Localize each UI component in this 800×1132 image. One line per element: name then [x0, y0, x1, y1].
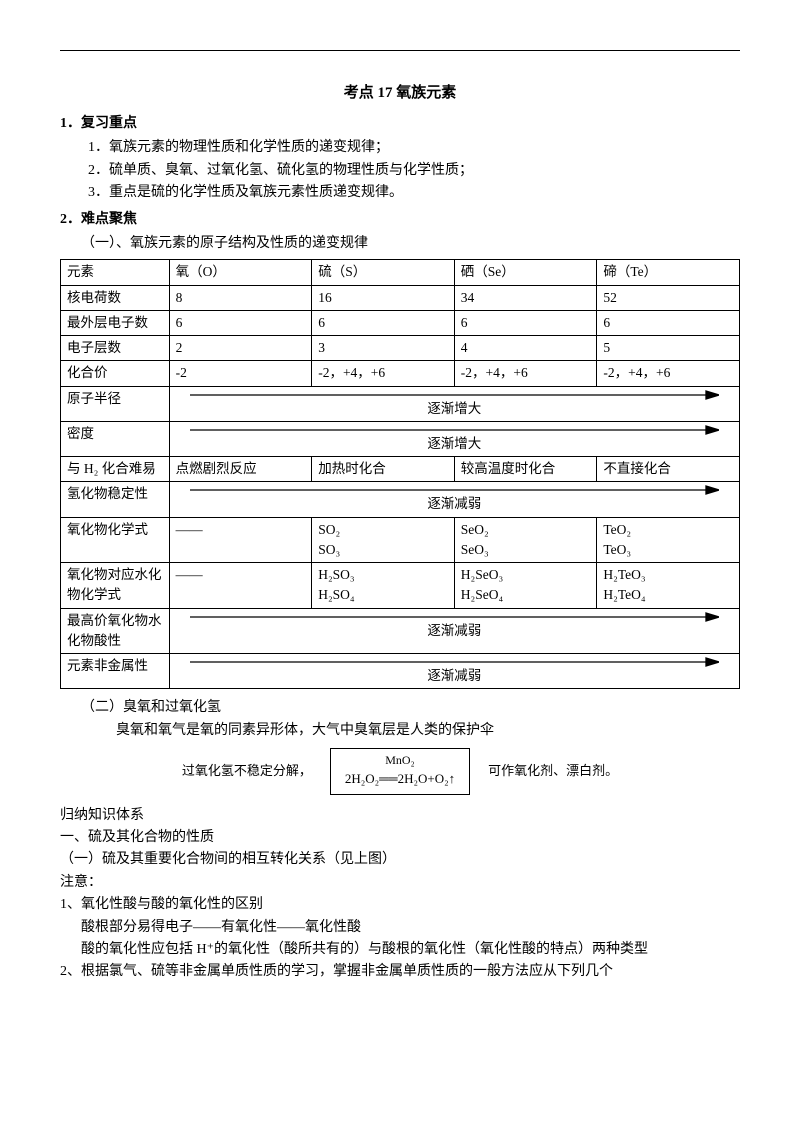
cell: SeO₂SeO₃ — [454, 517, 597, 563]
cell: 最外层电子数 — [61, 310, 170, 335]
cell: SO₂SO₃ — [312, 517, 455, 563]
cell: 4 — [454, 336, 597, 361]
cell: 16 — [312, 285, 455, 310]
arrow-label: 逐渐减弱 — [190, 494, 719, 514]
cell: H₂TeO₃H₂TeO₄ — [597, 563, 740, 609]
arrow-label: 逐渐增大 — [190, 434, 719, 454]
elements-table: 元素 氧（O） 硫（S） 硒（Se） 碲（Te） 核电荷数 8 16 34 52… — [60, 259, 740, 689]
cell: 硒（Se） — [454, 260, 597, 285]
arrow-cell: 逐渐减弱 — [169, 482, 739, 517]
arrow-label: 逐渐减弱 — [190, 621, 719, 641]
cell: 8 — [169, 285, 312, 310]
cell: 原子半径 — [61, 386, 170, 421]
summary-l6: 酸根部分易得电子——有氧化性——氧化性酸 — [60, 917, 740, 939]
cell: 硫（S） — [312, 260, 455, 285]
cell: 6 — [597, 310, 740, 335]
table-row: 与 H₂ 化合难易 点燃剧烈反应 加热时化合 较高温度时化合 不直接化合 — [61, 457, 740, 482]
table-row: 氧化物化学式 —— SO₂SO₃ SeO₂SeO₃ TeO₂TeO₃ — [61, 517, 740, 563]
arrow-label: 逐渐减弱 — [190, 666, 719, 686]
eq-box: MnO₂ 2H₂O₂══2H₂O+O₂↑ — [330, 748, 470, 794]
eq-main: 2H₂O₂══2H₂O+O₂↑ — [345, 771, 455, 788]
section-2-sub1: （一）、氧族元素的原子结构及性质的递变规律 — [60, 233, 740, 255]
cell: 元素 — [61, 260, 170, 285]
summary-l3: （一）硫及其重要化合物间的相互转化关系（见上图） — [60, 849, 740, 871]
top-rule — [60, 50, 740, 51]
cell: —— — [169, 563, 312, 609]
cell: 核电荷数 — [61, 285, 170, 310]
arrow-cell: 逐渐增大 — [169, 386, 739, 421]
cell: -2 — [169, 361, 312, 386]
table-row: 元素 氧（O） 硫（S） 硒（Se） 碲（Te） — [61, 260, 740, 285]
cell: 52 — [597, 285, 740, 310]
table-row: 核电荷数 8 16 34 52 — [61, 285, 740, 310]
table-row: 氧化物对应水化物化学式 —— H₂SO₃H₂SO₄ H₂SeO₃H₂SeO₄ H… — [61, 563, 740, 609]
cell: -2，+4，+6 — [312, 361, 455, 386]
table-row: 化合价 -2 -2，+4，+6 -2，+4，+6 -2，+4，+6 — [61, 361, 740, 386]
cell: 6 — [312, 310, 455, 335]
part2-head: （二）臭氧和过氧化氢 — [60, 697, 740, 719]
cell: -2，+4，+6 — [597, 361, 740, 386]
table-row: 最高价氧化物水化物酸性 逐渐减弱 — [61, 608, 740, 654]
arrow-label: 逐渐增大 — [190, 399, 719, 419]
summary-l4: 注意： — [60, 872, 740, 894]
cell: 氧化物化学式 — [61, 517, 170, 563]
summary-l1: 归纳知识体系 — [60, 805, 740, 827]
arrow-cell: 逐渐减弱 — [169, 608, 739, 654]
cell: 元素非金属性 — [61, 654, 170, 689]
cell: 点燃剧烈反应 — [169, 457, 312, 482]
review-item-3: 3．重点是硫的化学性质及氧族元素性质递变规律。 — [60, 182, 740, 204]
table-row: 密度 逐渐增大 — [61, 421, 740, 456]
table-row: 元素非金属性 逐渐减弱 — [61, 654, 740, 689]
cell: 较高温度时化合 — [454, 457, 597, 482]
section-1-head: 1．复习重点 — [60, 113, 740, 135]
cell: 电子层数 — [61, 336, 170, 361]
cell: 化合价 — [61, 361, 170, 386]
table-row: 氢化物稳定性 逐渐减弱 — [61, 482, 740, 517]
part2-line1: 臭氧和氧气是氧的同素异形体，大气中臭氧层是人类的保护伞 — [60, 720, 740, 742]
eq-pre: 过氧化氢不稳定分解， — [182, 761, 312, 782]
cell: 氢化物稳定性 — [61, 482, 170, 517]
cell: 碲（Te） — [597, 260, 740, 285]
cell: 氧（O） — [169, 260, 312, 285]
cell: 6 — [454, 310, 597, 335]
cell: —— — [169, 517, 312, 563]
summary-l2: 一、硫及其化合物的性质 — [60, 827, 740, 849]
review-item-2: 2．硫单质、臭氧、过氧化氢、硫化氢的物理性质与化学性质； — [60, 160, 740, 182]
equation-row: 过氧化氢不稳定分解， MnO₂ 2H₂O₂══2H₂O+O₂↑ 可作氧化剂、漂白… — [60, 748, 740, 794]
cell: 密度 — [61, 421, 170, 456]
summary-l8: 2、根据氯气、硫等非金属单质性质的学习，掌握非金属单质性质的一般方法应从下列几个 — [60, 961, 740, 983]
table-row: 最外层电子数 6 6 6 6 — [61, 310, 740, 335]
arrow-cell: 逐渐减弱 — [169, 654, 739, 689]
cell: 与 H₂ 化合难易 — [61, 457, 170, 482]
summary-l5: 1、氧化性酸与酸的氧化性的区别 — [60, 894, 740, 916]
cell: 34 — [454, 285, 597, 310]
cell: 最高价氧化物水化物酸性 — [61, 608, 170, 654]
review-item-1: 1．氧族元素的物理性质和化学性质的递变规律； — [60, 137, 740, 159]
arrow-cell: 逐渐增大 — [169, 421, 739, 456]
cell: 5 — [597, 336, 740, 361]
eq-catalyst: MnO₂ — [345, 753, 455, 769]
cell: -2，+4，+6 — [454, 361, 597, 386]
page-title: 考点 17 氧族元素 — [60, 81, 740, 105]
cell: 3 — [312, 336, 455, 361]
cell: 2 — [169, 336, 312, 361]
table-row: 原子半径 逐渐增大 — [61, 386, 740, 421]
cell: 6 — [169, 310, 312, 335]
cell: 加热时化合 — [312, 457, 455, 482]
cell: H₂SO₃H₂SO₄ — [312, 563, 455, 609]
eq-post: 可作氧化剂、漂白剂。 — [488, 761, 618, 782]
cell: 不直接化合 — [597, 457, 740, 482]
summary-l7: 酸的氧化性应包括 H⁺的氧化性（酸所共有的）与酸根的氧化性（氧化性酸的特点）两种… — [60, 939, 740, 961]
cell: 氧化物对应水化物化学式 — [61, 563, 170, 609]
cell: TeO₂TeO₃ — [597, 517, 740, 563]
cell: H₂SeO₃H₂SeO₄ — [454, 563, 597, 609]
section-2-head: 2．难点聚焦 — [60, 209, 740, 231]
table-row: 电子层数 2 3 4 5 — [61, 336, 740, 361]
